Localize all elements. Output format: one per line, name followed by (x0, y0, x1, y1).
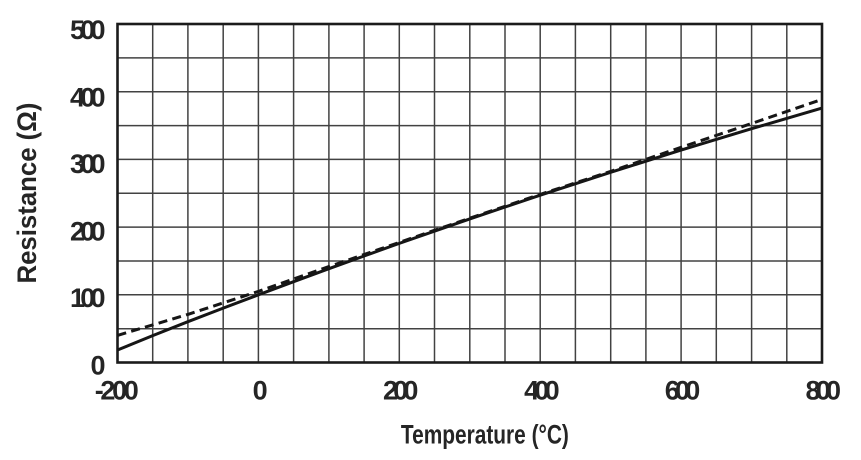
svg-text:400: 400 (70, 83, 106, 113)
svg-text:400: 400 (524, 376, 560, 406)
svg-text:Resistance (Ω): Resistance (Ω) (12, 103, 42, 284)
svg-text:100: 100 (70, 283, 106, 313)
svg-text:200: 200 (70, 216, 106, 246)
svg-text:300: 300 (70, 149, 106, 179)
svg-text:500: 500 (70, 15, 106, 45)
svg-text:Temperature (°C): Temperature (°C) (401, 420, 569, 450)
svg-text:600: 600 (665, 376, 701, 406)
svg-text:0: 0 (90, 351, 105, 381)
svg-text:200: 200 (383, 376, 419, 406)
svg-text:-200: -200 (95, 376, 139, 406)
svg-text:800: 800 (806, 376, 842, 406)
svg-text:0: 0 (253, 376, 268, 406)
